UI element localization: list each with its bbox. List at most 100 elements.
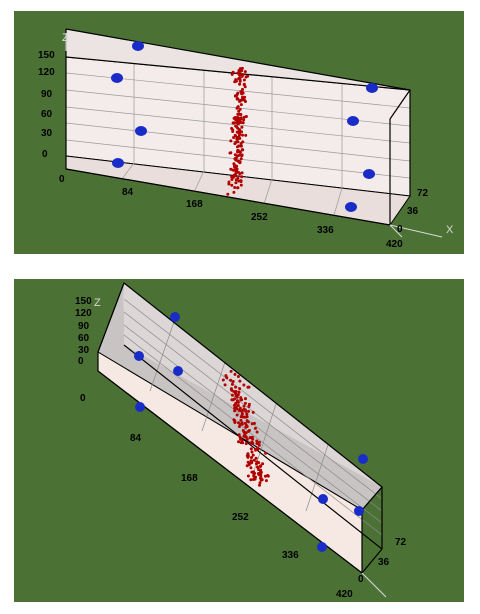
event-point: [233, 133, 237, 137]
event-point: [266, 474, 270, 477]
y-tick-labels: 72 36 0: [358, 537, 407, 585]
event-point: [240, 175, 244, 179]
plot-3d-top[interactable]: Z X 150 120 90 60 30 0 0 84 168 252 336 …: [14, 11, 464, 254]
event-point: [233, 406, 237, 410]
event-point: [249, 478, 253, 482]
event-point: [239, 398, 243, 402]
event-point: [229, 139, 233, 143]
event-point: [229, 387, 233, 391]
event-point: [232, 175, 235, 179]
event-point: [232, 136, 236, 139]
event-point: [239, 157, 243, 161]
plot-3d-bottom[interactable]: Z 150 120 90 60 30 0 0 84 168 252 336 42…: [14, 279, 464, 602]
event-point: [242, 78, 246, 82]
event-point: [241, 148, 245, 152]
event-point: [256, 472, 260, 475]
x-tick-labels: 0 84 168 252 336 420: [80, 393, 353, 600]
event-point: [239, 144, 243, 148]
event-point: [244, 425, 248, 428]
event-point: [237, 129, 241, 133]
event-points: [226, 66, 250, 196]
event-point: [235, 97, 239, 100]
event-point: [240, 125, 244, 129]
event-point: [238, 79, 242, 83]
axis-arrows: [123, 291, 387, 598]
event-point: [230, 183, 234, 187]
sensor-marker: [112, 158, 124, 168]
sensor-marker: [111, 73, 123, 83]
event-point: [237, 77, 241, 81]
event-point: [234, 392, 237, 395]
event-point: [237, 440, 240, 444]
event-point: [252, 458, 256, 462]
event-point: [249, 447, 253, 451]
sensor-marker: [345, 202, 357, 212]
event-point: [253, 471, 257, 475]
sensor-marker: [135, 126, 147, 136]
sensor-marker: [318, 494, 328, 504]
event-point: [238, 73, 241, 77]
event-point: [232, 162, 236, 166]
event-point: [246, 454, 250, 458]
event-point: [235, 130, 239, 134]
z-tick-label: 60: [78, 333, 90, 344]
event-point: [238, 69, 241, 73]
sensor-marker: [358, 454, 368, 464]
z-tick-label: 150: [38, 50, 55, 61]
event-point: [245, 464, 249, 468]
event-point: [232, 190, 236, 194]
x-tick-label: 0: [80, 393, 86, 404]
x-tick-label: 336: [282, 550, 299, 561]
event-point: [239, 396, 243, 400]
sensor-marker: [363, 169, 375, 179]
event-point: [232, 116, 236, 120]
event-point: [242, 118, 246, 122]
x-tick-label: 420: [386, 239, 403, 250]
sensor-marker: [173, 366, 183, 376]
event-point: [235, 164, 239, 168]
event-point: [226, 192, 230, 196]
event-point: [256, 446, 260, 450]
z-tick-labels: 150 120 90 60 30 0: [75, 296, 92, 367]
grid-lines: [65, 64, 411, 216]
event-point: [235, 407, 239, 411]
event-point: [232, 418, 236, 422]
event-point: [238, 379, 242, 383]
event-point: [237, 133, 241, 137]
z-tick-label: 120: [75, 308, 92, 319]
z-tick-label: 90: [41, 89, 53, 100]
event-point: [231, 398, 235, 402]
event-point: [241, 429, 245, 432]
y-tick-label: 72: [395, 537, 407, 548]
event-point: [251, 453, 255, 457]
event-point: [233, 186, 237, 189]
event-point: [240, 154, 244, 158]
view-panel-top[interactable]: Z X 150 120 90 60 30 0 0 84 168 252 336 …: [14, 11, 464, 254]
event-point: [254, 456, 258, 460]
event-point: [244, 75, 248, 79]
event-point: [241, 87, 244, 91]
event-point: [239, 113, 243, 116]
event-point: [234, 174, 238, 178]
x-tick-label: 84: [130, 433, 142, 444]
event-point: [236, 149, 240, 152]
event-point: [243, 401, 247, 405]
y-tick-labels: 72 36 0: [397, 188, 429, 235]
z-tick-label: 90: [78, 321, 90, 332]
event-point: [233, 421, 237, 424]
event-point: [248, 436, 252, 440]
event-point: [239, 418, 243, 422]
event-point: [252, 474, 256, 478]
x-tick-label: 252: [251, 212, 268, 223]
y-tick-label: 36: [378, 557, 390, 568]
event-point: [242, 383, 246, 387]
event-point: [236, 140, 240, 144]
x-tick-label: 420: [336, 589, 353, 600]
event-point: [260, 478, 264, 482]
view-panel-bottom[interactable]: Z 150 120 90 60 30 0 0 84 168 252 336 42…: [14, 279, 464, 602]
z-tick-label: 30: [78, 345, 90, 356]
event-point: [245, 415, 249, 419]
event-point: [246, 474, 250, 478]
event-point: [239, 183, 243, 187]
event-point: [250, 435, 254, 439]
